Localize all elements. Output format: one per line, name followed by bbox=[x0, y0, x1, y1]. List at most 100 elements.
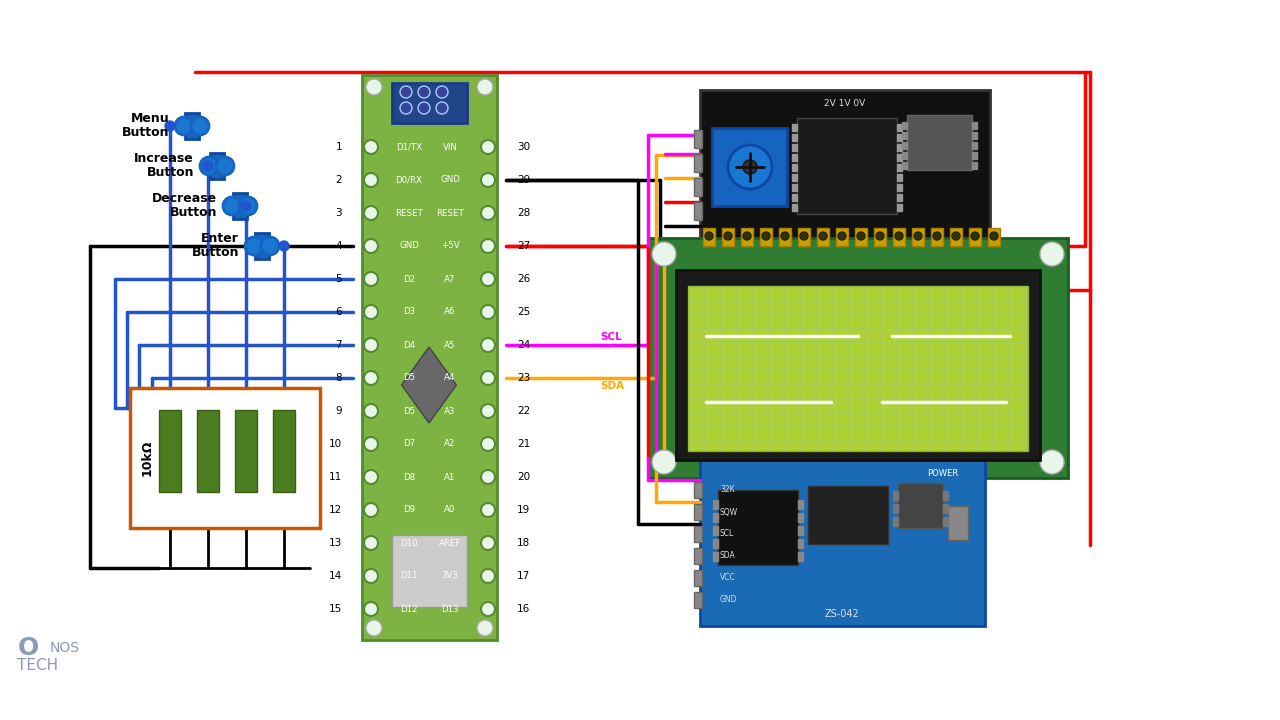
Bar bbox=[236, 410, 257, 492]
Text: Button: Button bbox=[122, 125, 169, 138]
Bar bbox=[972, 152, 977, 159]
Text: 16: 16 bbox=[517, 604, 530, 614]
Text: 13: 13 bbox=[329, 538, 342, 548]
Circle shape bbox=[728, 145, 772, 189]
Text: D5: D5 bbox=[403, 374, 415, 382]
Bar bbox=[694, 482, 701, 498]
Bar bbox=[713, 552, 718, 561]
Bar bbox=[255, 233, 269, 259]
Text: D2: D2 bbox=[403, 274, 415, 284]
Text: D3: D3 bbox=[403, 307, 415, 317]
Circle shape bbox=[481, 602, 495, 616]
Text: D13: D13 bbox=[442, 605, 458, 613]
Circle shape bbox=[419, 102, 430, 114]
Circle shape bbox=[175, 117, 193, 135]
Circle shape bbox=[477, 79, 493, 95]
Circle shape bbox=[239, 197, 257, 215]
Circle shape bbox=[200, 157, 218, 175]
Text: A0: A0 bbox=[444, 505, 456, 515]
Text: 12: 12 bbox=[329, 505, 342, 515]
Text: D11: D11 bbox=[401, 572, 417, 580]
Circle shape bbox=[481, 569, 495, 583]
Bar bbox=[760, 228, 772, 246]
Bar bbox=[780, 228, 791, 246]
Text: GND: GND bbox=[399, 241, 419, 251]
Bar bbox=[797, 526, 803, 535]
Circle shape bbox=[364, 569, 378, 583]
Text: D5: D5 bbox=[403, 407, 415, 415]
Text: SDA: SDA bbox=[600, 381, 625, 391]
Bar bbox=[792, 184, 797, 191]
Circle shape bbox=[165, 121, 175, 131]
Bar bbox=[897, 194, 902, 201]
Circle shape bbox=[481, 272, 495, 286]
Text: A6: A6 bbox=[444, 307, 456, 317]
Text: 2: 2 bbox=[335, 175, 342, 185]
Bar bbox=[897, 174, 902, 181]
Circle shape bbox=[989, 232, 998, 240]
Bar bbox=[797, 500, 803, 509]
Bar bbox=[197, 410, 219, 492]
Bar bbox=[131, 388, 320, 528]
Circle shape bbox=[399, 102, 412, 114]
Bar bbox=[897, 154, 902, 161]
Bar bbox=[792, 164, 797, 171]
Text: GND: GND bbox=[719, 595, 737, 605]
Circle shape bbox=[364, 470, 378, 484]
Circle shape bbox=[481, 173, 495, 187]
Bar bbox=[713, 526, 718, 535]
Text: Menu: Menu bbox=[131, 112, 169, 125]
Circle shape bbox=[216, 157, 234, 175]
Bar bbox=[897, 144, 902, 151]
Text: A5: A5 bbox=[444, 341, 456, 349]
Bar bbox=[797, 552, 803, 561]
Bar bbox=[713, 539, 718, 548]
Bar bbox=[694, 130, 701, 148]
Bar bbox=[893, 517, 899, 526]
Circle shape bbox=[364, 437, 378, 451]
Text: D8: D8 bbox=[403, 472, 415, 482]
Text: 23: 23 bbox=[517, 373, 530, 383]
Bar bbox=[950, 228, 963, 246]
Bar bbox=[210, 153, 224, 179]
Circle shape bbox=[481, 239, 495, 253]
Text: Button: Button bbox=[192, 246, 239, 258]
Bar bbox=[855, 228, 867, 246]
Bar bbox=[694, 504, 701, 520]
Text: D0/RX: D0/RX bbox=[396, 176, 422, 184]
Bar bbox=[911, 228, 924, 246]
Circle shape bbox=[419, 86, 430, 98]
Bar bbox=[897, 204, 902, 211]
Bar bbox=[233, 193, 247, 219]
Text: D9: D9 bbox=[403, 505, 415, 515]
Circle shape bbox=[366, 620, 381, 636]
Text: SQW: SQW bbox=[719, 508, 739, 516]
Text: D4: D4 bbox=[403, 341, 415, 349]
Text: SCL: SCL bbox=[600, 332, 622, 342]
Bar bbox=[797, 228, 810, 246]
Circle shape bbox=[742, 160, 756, 174]
Text: TECH: TECH bbox=[18, 657, 59, 672]
Circle shape bbox=[1039, 242, 1064, 266]
Circle shape bbox=[364, 371, 378, 385]
Text: Button: Button bbox=[169, 205, 218, 218]
Circle shape bbox=[261, 237, 279, 255]
Circle shape bbox=[364, 140, 378, 154]
Bar bbox=[792, 134, 797, 141]
Circle shape bbox=[364, 536, 378, 550]
Circle shape bbox=[364, 239, 378, 253]
Bar bbox=[797, 539, 803, 548]
Bar bbox=[972, 132, 977, 139]
Text: A3: A3 bbox=[444, 407, 456, 415]
Circle shape bbox=[364, 404, 378, 418]
Circle shape bbox=[481, 404, 495, 418]
Bar bbox=[943, 517, 948, 526]
Bar bbox=[972, 162, 977, 169]
Bar bbox=[874, 228, 886, 246]
Circle shape bbox=[436, 86, 448, 98]
Text: 1: 1 bbox=[335, 142, 342, 152]
Circle shape bbox=[652, 450, 676, 474]
Text: 6: 6 bbox=[335, 307, 342, 317]
Circle shape bbox=[191, 117, 209, 135]
Text: 17: 17 bbox=[517, 571, 530, 581]
